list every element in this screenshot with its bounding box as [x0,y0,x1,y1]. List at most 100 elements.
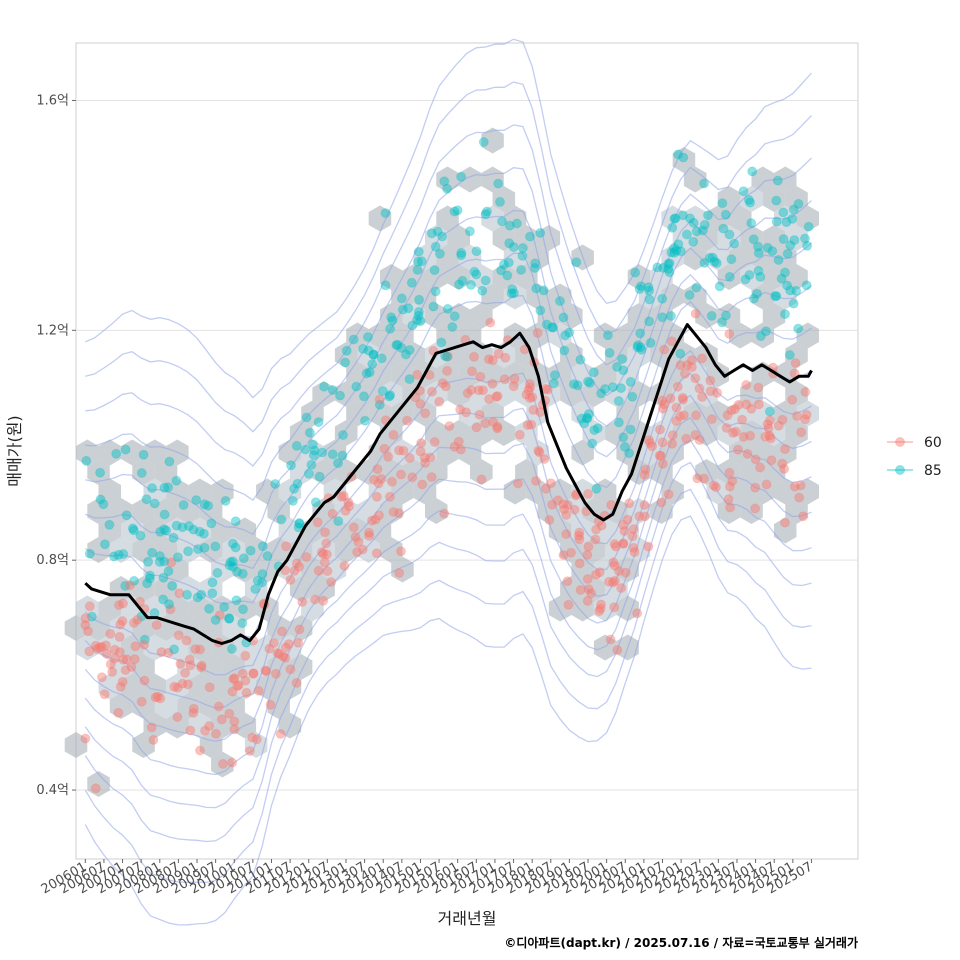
legend-key-point [895,437,905,447]
point-85 [385,390,396,401]
point-60 [371,491,382,502]
point-60 [353,537,364,547]
point-85 [558,312,569,323]
point-85 [496,265,507,276]
hex-bin [740,264,763,290]
point-60 [723,494,734,505]
point-60 [316,547,327,558]
hex-bin [672,420,696,446]
point-85 [669,247,680,258]
hex-bin [796,322,819,349]
point-85 [685,213,695,224]
hex-bin [380,342,403,368]
point-60 [763,423,774,434]
point-60 [610,541,621,552]
point-60 [466,385,477,395]
hex-bin [166,673,189,700]
hex-bin [64,732,88,758]
hex-bin [121,673,144,700]
hex-bin [470,303,493,329]
point-60 [350,532,361,542]
point-60 [188,707,199,718]
point-85 [767,246,778,257]
point-85 [762,242,773,253]
hex-bin [616,322,639,349]
point-60 [357,544,368,555]
point-60 [434,396,445,407]
hex-bin [492,342,516,368]
point-60 [559,504,570,515]
point-60 [156,647,167,658]
point-60 [253,685,264,696]
point-60 [105,659,116,670]
point-85 [699,178,709,189]
point-85 [771,216,782,227]
point-60 [609,539,620,549]
point-85 [592,423,603,434]
hex-bin [121,439,144,466]
point-85 [546,322,557,333]
point-85 [644,294,655,305]
point-85 [212,567,223,578]
hex-bin [616,595,639,622]
hex-bin [627,264,651,290]
hex-bin [695,225,718,251]
point-85 [436,337,447,348]
point-60 [339,560,350,571]
legend: 60 85 [887,435,942,479]
hex-bin [334,342,358,368]
point-85 [309,445,320,456]
point-85 [706,310,717,321]
point-60 [229,716,240,727]
point-60 [738,431,749,442]
point-85 [194,526,205,537]
point-85 [781,217,792,228]
point-60 [699,473,710,484]
point-85 [456,250,467,261]
hex-bin [98,517,121,544]
point-60 [655,450,666,461]
hex-bin [774,439,797,466]
point-60 [313,565,324,576]
point-85 [788,298,799,309]
point-60 [396,546,406,557]
hex-bin [447,264,470,290]
point-85 [788,204,799,215]
point-60 [270,668,281,679]
point-60 [240,675,251,686]
hex-bin [751,322,774,349]
point-85 [596,388,607,399]
point-60 [640,464,651,475]
point-60 [195,644,205,655]
point-85 [348,334,359,345]
point-60 [634,511,645,522]
hex-bin [717,420,741,446]
hex-bin [289,615,313,641]
hex-bin [762,264,786,290]
point-85 [717,317,727,328]
point-85 [677,210,688,221]
point-60 [440,381,451,392]
point-60 [675,360,686,371]
point-60 [513,478,523,489]
hex-bin [334,381,358,407]
point-60 [618,519,628,530]
point-85 [182,589,192,600]
point-85 [753,241,763,252]
point-85 [714,281,725,292]
point-85 [337,450,348,461]
point-60 [628,542,639,553]
point-85 [746,218,757,229]
hex-bin [188,712,212,739]
point-85 [688,236,699,247]
point-60 [508,381,519,392]
contour-line [84,461,812,843]
point-60 [613,566,624,576]
point-85 [317,447,328,458]
point-60 [690,373,701,384]
point-85 [333,458,343,469]
point-60 [667,438,678,449]
point-60 [712,387,723,398]
point-60 [795,480,806,491]
hex-bin [740,381,763,407]
